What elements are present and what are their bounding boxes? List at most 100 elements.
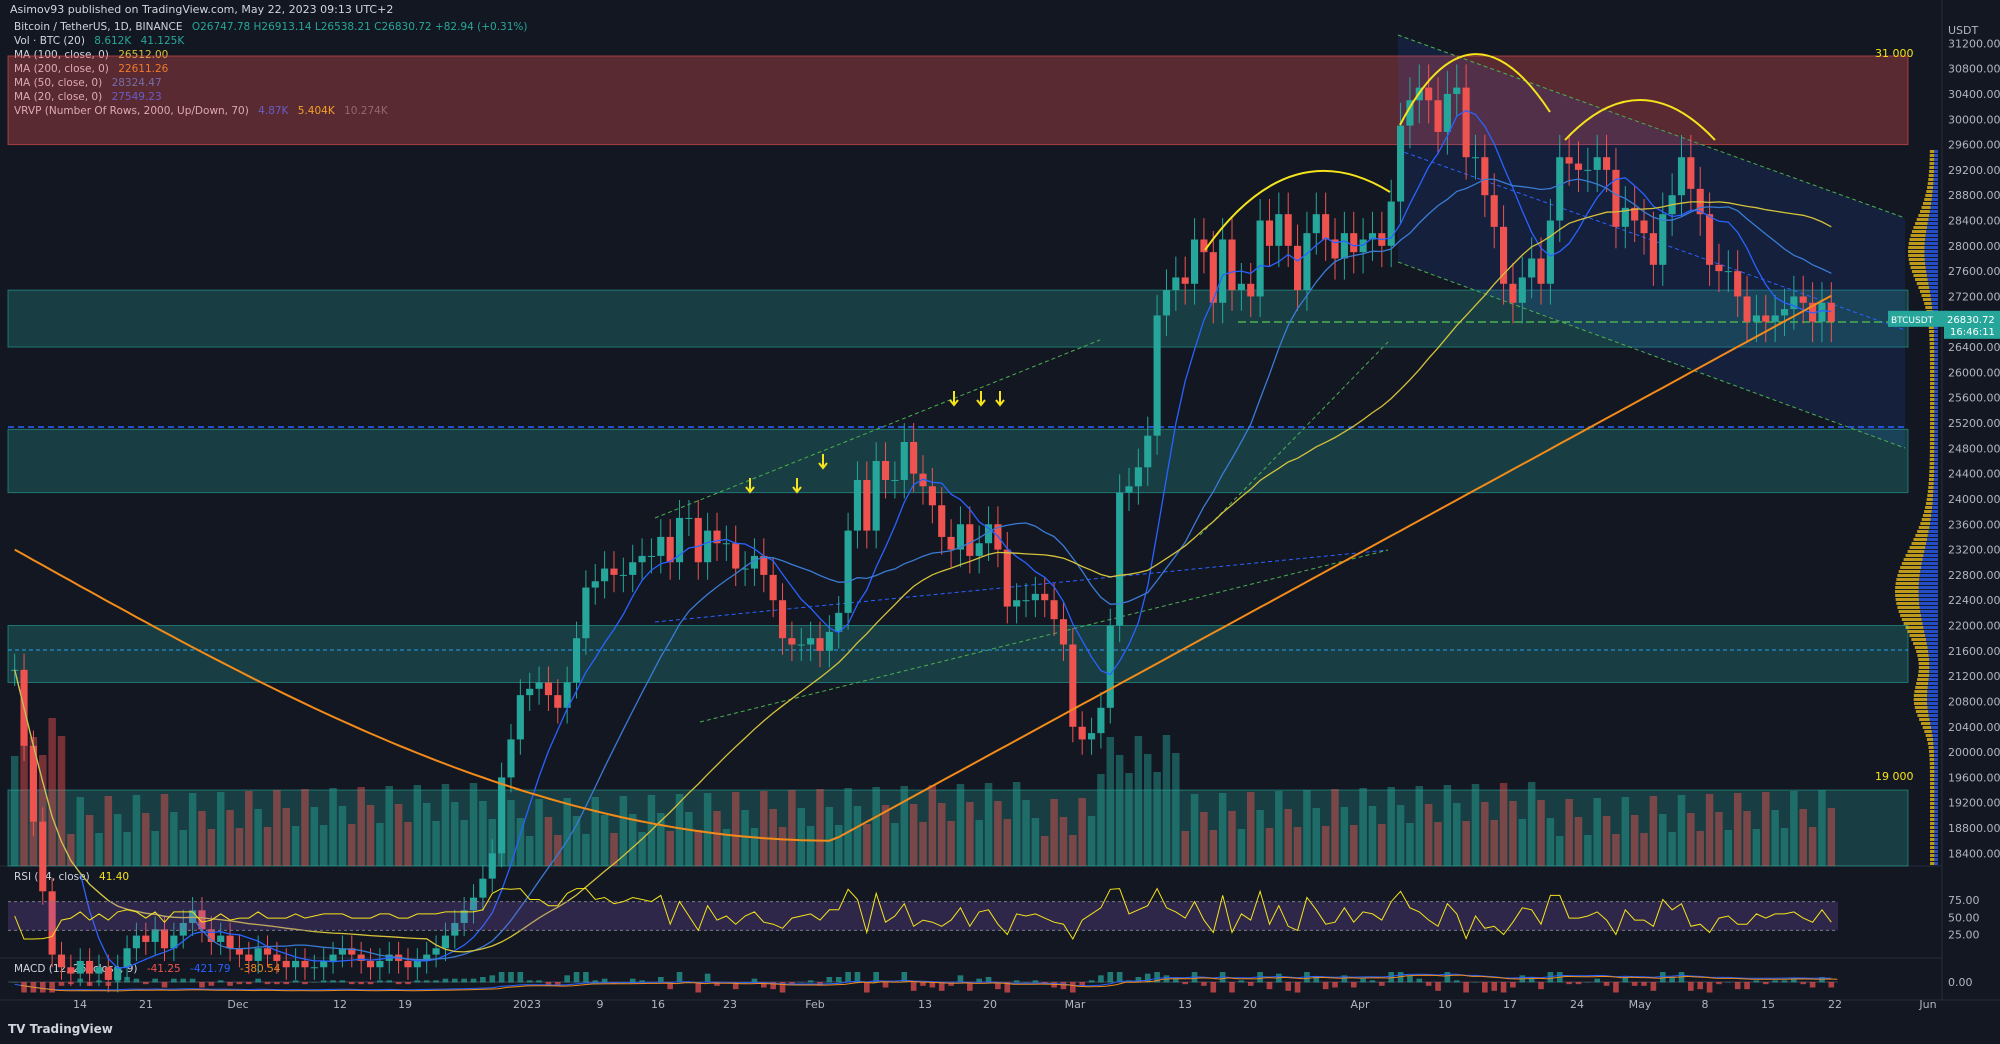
legend-ma100-label[interactable]: MA (100, close, 0): [14, 49, 109, 61]
price-tick-label: 27600.00: [1948, 265, 2000, 278]
candle-body: [1294, 245, 1302, 291]
volume-bar: [113, 814, 122, 866]
volume-profile-bar: [1928, 174, 1934, 177]
volume-bar: [554, 835, 562, 866]
volume-profile-bar: [1920, 570, 1938, 573]
macd-histogram-bar: [1070, 982, 1076, 993]
macd-histogram-bar: [714, 982, 720, 986]
macd-histogram-bar: [217, 980, 224, 983]
legend-vrvp-label[interactable]: VRVP (Number Of Rows, 2000, Up/Down, 70): [14, 105, 249, 117]
volume-profile-bar: [1924, 246, 1938, 249]
legend-vol-v2: 41.125K: [140, 35, 185, 47]
macd-histogram-bar: [639, 980, 645, 983]
rsi-line: [14, 887, 1832, 941]
candle-body: [432, 948, 440, 955]
volume-profile-bar: [1929, 366, 1935, 369]
candle-body: [1078, 726, 1086, 740]
volume-bar: [1050, 799, 1058, 866]
macd-tick-label: 0.00: [1948, 976, 1973, 989]
volume-profile-bar: [1903, 558, 1923, 561]
volume-bar: [348, 824, 356, 866]
volume-profile-bar: [1930, 522, 1938, 525]
volume-profile-bar: [1925, 634, 1938, 637]
macd-histogram-bar: [1463, 982, 1469, 993]
macd-histogram-bar: [948, 982, 954, 986]
candle-body: [685, 517, 693, 519]
price-tick-label: 30400.00: [1948, 88, 2000, 101]
volume-bar: [1181, 831, 1189, 866]
volume-profile-bar: [1934, 370, 1938, 373]
legend-vrvp-row: VRVP (Number Of Rows, 2000, Up/Down, 70)…: [14, 104, 394, 118]
volume-profile-bar: [1914, 690, 1928, 693]
macd-histogram-bar: [976, 978, 982, 983]
volume-bar: [1443, 785, 1452, 866]
macd-histogram-bar: [1294, 982, 1301, 993]
candle-body: [488, 853, 496, 879]
volume-profile-bar: [1929, 798, 1935, 801]
candle-body: [1649, 233, 1657, 265]
volume-profile-bar: [1934, 354, 1938, 357]
volume-profile-bar: [1934, 470, 1938, 473]
volume-bar: [881, 805, 890, 866]
legend-ma50-label[interactable]: MA (50, close, 0): [14, 77, 103, 89]
candle-body: [123, 948, 131, 968]
volume-profile-bar: [1921, 518, 1931, 521]
volume-profile-bar: [1927, 494, 1934, 497]
volume-profile-bar: [1905, 554, 1924, 557]
macd-histogram-bar: [395, 982, 402, 985]
volume-bar: [966, 802, 974, 866]
candle-body: [1556, 157, 1564, 221]
volume-profile-bar: [1930, 854, 1935, 857]
volume-bar: [1143, 754, 1152, 866]
candle-body: [947, 536, 955, 550]
volume-profile-bar: [1925, 502, 1933, 505]
legend-vol-label[interactable]: Vol · BTC (20): [14, 35, 85, 47]
volume-profile-bar: [1934, 822, 1938, 825]
legend-ma200-label[interactable]: MA (200, close, 0): [14, 63, 109, 75]
legend-symbol[interactable]: Bitcoin / TetherUS, 1D, BINANCE: [14, 21, 183, 33]
macd-histogram-bar: [1706, 982, 1713, 993]
volume-bar: [1040, 836, 1049, 866]
legend-ma200-row: MA (200, close, 0) 22611.26: [14, 62, 174, 76]
volume-profile-bar: [1901, 618, 1922, 621]
volume-profile-bar: [1929, 210, 1938, 213]
legend-rsi-label[interactable]: RSI (14, close): [14, 871, 90, 883]
volume-bar: [1153, 772, 1161, 866]
volume-profile-bar: [1911, 230, 1927, 233]
volume-profile-bar: [1929, 362, 1935, 365]
volume-bar: [1818, 790, 1826, 866]
volume-profile-bar: [1929, 434, 1935, 437]
volume-profile-bar: [1934, 350, 1938, 353]
volume-profile-bar: [1929, 786, 1935, 789]
volume-profile-bar: [1934, 794, 1938, 797]
volume-profile-bar: [1927, 742, 1934, 745]
rsi-band: [8, 901, 1838, 931]
legend-vrvp-v3: 10.274K: [344, 105, 388, 117]
volume-bar: [1059, 817, 1068, 866]
macd-histogram-bar: [414, 980, 421, 983]
volume-bar: [591, 797, 600, 866]
legend-ma20-label[interactable]: MA (20, close, 0): [14, 91, 103, 103]
volume-bar: [1134, 736, 1143, 866]
volume-profile-bar: [1930, 818, 1935, 821]
volume-profile-bar: [1933, 494, 1938, 497]
volume-bar: [797, 808, 806, 866]
candle-body: [1106, 625, 1114, 708]
volume-profile-bar: [1929, 150, 1935, 153]
candle-body: [601, 568, 609, 582]
volume-bar: [460, 820, 468, 866]
volume-profile-bar: [1934, 858, 1938, 861]
volume-bar: [975, 820, 983, 866]
candle-body: [198, 910, 206, 930]
volume-profile-bar: [1929, 406, 1935, 409]
macd-histogram-bar: [245, 982, 252, 985]
macd-histogram-bar: [498, 972, 505, 983]
macd-histogram-bar: [620, 982, 627, 983]
candle-body: [535, 682, 543, 689]
candle-body: [1490, 195, 1498, 227]
volume-profile-bar: [1929, 802, 1935, 805]
candle-body: [610, 568, 618, 575]
tradingview-logo[interactable]: TV TradingView: [8, 1022, 113, 1036]
volume-bar: [1509, 801, 1517, 866]
